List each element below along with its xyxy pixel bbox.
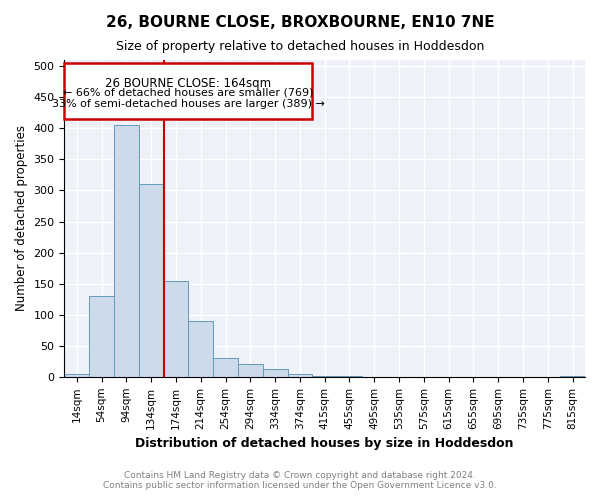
Bar: [64, 63, 313, 119]
Bar: [263, 370, 287, 377]
Bar: [213, 358, 238, 377]
Bar: [64, 374, 89, 377]
Text: 26, BOURNE CLOSE, BROXBOURNE, EN10 7NE: 26, BOURNE CLOSE, BROXBOURNE, EN10 7NE: [106, 15, 494, 30]
Bar: [287, 374, 313, 377]
Text: ← 66% of detached houses are smaller (769): ← 66% of detached houses are smaller (76…: [63, 88, 314, 98]
Text: 26 BOURNE CLOSE: 164sqm: 26 BOURNE CLOSE: 164sqm: [105, 77, 271, 90]
Bar: [89, 296, 114, 377]
Text: 33% of semi-detached houses are larger (389) →: 33% of semi-detached houses are larger (…: [52, 99, 325, 109]
Bar: [313, 376, 337, 377]
Text: Contains HM Land Registry data © Crown copyright and database right 2024.
Contai: Contains HM Land Registry data © Crown c…: [103, 470, 497, 490]
Bar: [337, 376, 362, 377]
Y-axis label: Number of detached properties: Number of detached properties: [15, 126, 28, 312]
X-axis label: Distribution of detached houses by size in Hoddesdon: Distribution of detached houses by size …: [136, 437, 514, 450]
Bar: [560, 376, 585, 377]
Bar: [238, 364, 263, 377]
Bar: [164, 280, 188, 377]
Bar: [188, 321, 213, 377]
Text: Size of property relative to detached houses in Hoddesdon: Size of property relative to detached ho…: [116, 40, 484, 53]
Bar: [139, 184, 164, 377]
Bar: [114, 125, 139, 377]
